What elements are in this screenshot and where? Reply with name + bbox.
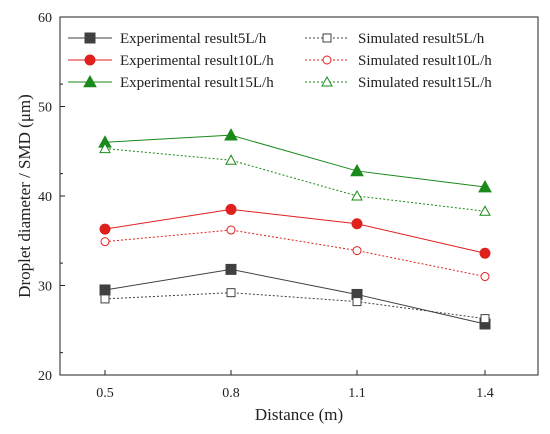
legend-marker bbox=[322, 33, 332, 43]
legend-entry: Experimental result5L/h bbox=[68, 31, 267, 47]
series-line bbox=[104, 208, 486, 254]
series-line bbox=[104, 268, 486, 325]
legend-entry: Simulated result5L/h bbox=[305, 31, 485, 47]
legend-label: Simulated result15L/h bbox=[358, 75, 492, 91]
data-point bbox=[225, 263, 237, 275]
x-tick-label: 0.8 bbox=[222, 386, 240, 401]
x-tick-label: 1.1 bbox=[348, 386, 366, 401]
series-line bbox=[104, 148, 486, 212]
y-tick-label: 20 bbox=[38, 369, 52, 384]
y-tick-label: 60 bbox=[38, 11, 52, 26]
x-axis-label: Distance (m) bbox=[255, 405, 343, 424]
data-point bbox=[480, 272, 490, 282]
y-axis-label: Droplet diameter / SMD (μm) bbox=[15, 94, 34, 298]
series-line bbox=[104, 229, 486, 278]
data-point bbox=[226, 288, 236, 298]
data-point bbox=[478, 180, 492, 193]
x-tick-label: 1.4 bbox=[476, 386, 494, 401]
legend-marker bbox=[83, 74, 97, 88]
data-point bbox=[99, 223, 111, 235]
legend-label: Simulated result5L/h bbox=[358, 31, 485, 47]
data-point bbox=[479, 247, 491, 259]
data-point bbox=[224, 128, 238, 141]
data-point bbox=[99, 142, 111, 154]
series-2 bbox=[99, 203, 491, 259]
data-point bbox=[350, 163, 364, 177]
legend-label: Simulated result10L/h bbox=[358, 53, 492, 69]
series-3 bbox=[98, 128, 492, 193]
data-point bbox=[226, 225, 236, 235]
data-point bbox=[100, 294, 110, 304]
legend-marker bbox=[321, 75, 333, 87]
data-point bbox=[225, 203, 237, 215]
data-point bbox=[351, 218, 363, 230]
axes: 20 30 40 50 60 0.5 0.8 1.1 1.4 bbox=[38, 11, 494, 401]
legend-entry: Simulated result15L/h bbox=[305, 75, 492, 91]
legend-label: Experimental result5L/h bbox=[120, 31, 267, 47]
legend-entry: Experimental result10L/h bbox=[68, 53, 274, 69]
series-4 bbox=[100, 288, 490, 324]
data-point bbox=[100, 237, 110, 247]
series-5 bbox=[100, 225, 490, 282]
series-6 bbox=[99, 142, 491, 216]
series-line bbox=[104, 134, 486, 188]
data-point bbox=[480, 314, 490, 324]
legend-entry: Simulated result10L/h bbox=[305, 53, 492, 69]
data-point bbox=[99, 284, 111, 296]
series-layer bbox=[98, 128, 492, 330]
x-tick-label: 0.5 bbox=[96, 386, 114, 401]
data-point bbox=[352, 297, 362, 307]
y-tick-label: 40 bbox=[38, 190, 52, 205]
plot-area bbox=[59, 16, 539, 376]
data-point bbox=[225, 154, 237, 165]
data-point bbox=[352, 246, 362, 256]
y-tick-label: 50 bbox=[38, 101, 52, 116]
legend-marker bbox=[84, 54, 96, 66]
y-tick-label: 30 bbox=[38, 280, 52, 295]
legend: Experimental result5L/h Experimental resu… bbox=[68, 31, 492, 91]
legend-entry: Experimental result15L/h bbox=[68, 74, 274, 91]
data-point bbox=[351, 189, 363, 201]
series-line bbox=[104, 292, 486, 320]
legend-marker bbox=[84, 32, 96, 44]
data-point bbox=[479, 205, 491, 216]
legend-label: Experimental result15L/h bbox=[120, 75, 274, 91]
legend-marker bbox=[322, 55, 332, 65]
legend-label: Experimental result10L/h bbox=[120, 53, 274, 69]
